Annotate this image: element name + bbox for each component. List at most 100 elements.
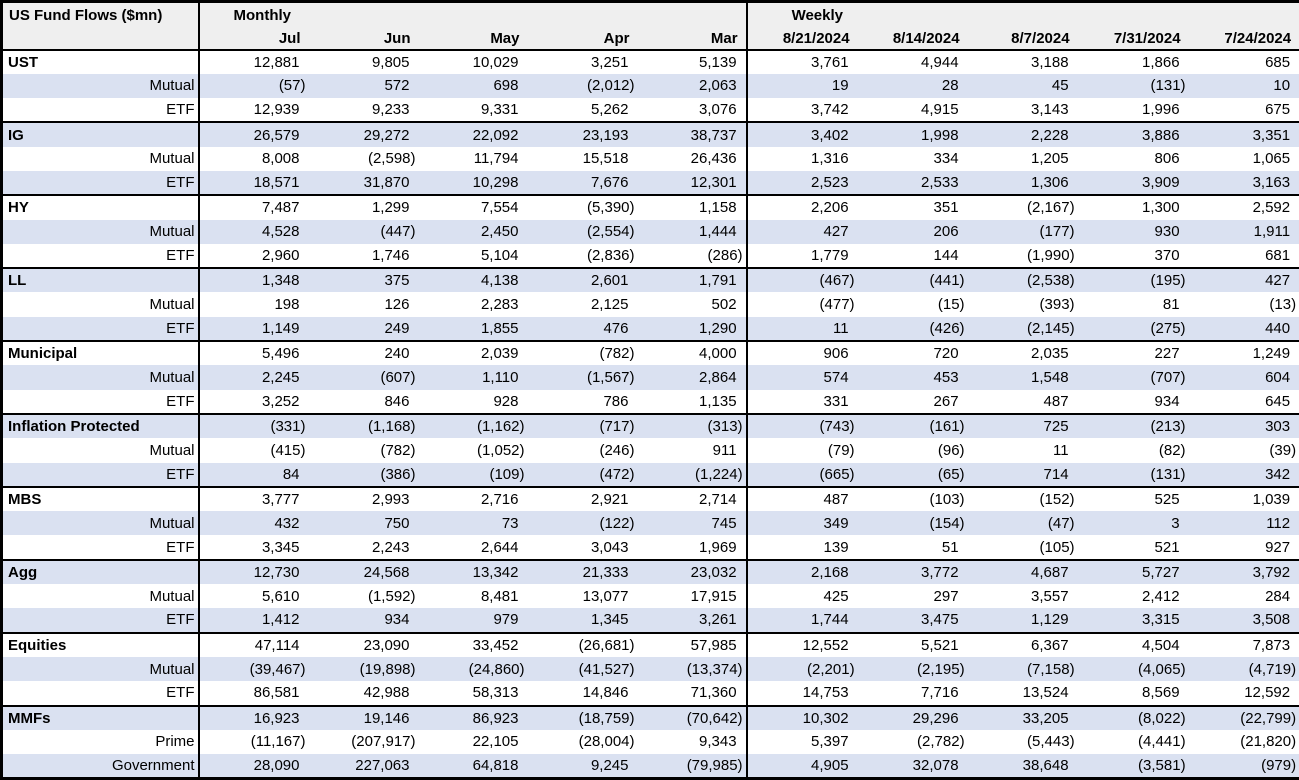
category-label: IG [2,122,199,146]
sub-row-label: Mutual [2,657,199,681]
value-cell: 10 [1189,74,1299,98]
value-cell: 3,315 [1078,608,1189,632]
value-cell: 23,193 [528,122,638,146]
value-cell: 1,300 [1078,195,1189,219]
value-cell: 3,772 [858,560,968,584]
value-cell: 10,298 [419,171,528,195]
value-cell: 1,129 [968,608,1078,632]
value-cell: 487 [747,487,858,511]
value-cell: (743) [747,414,858,438]
value-cell: (96) [858,438,968,462]
value-cell: 3,777 [199,487,309,511]
value-cell: 645 [1189,390,1299,414]
value-cell: (1,052) [419,438,528,462]
value-cell: 57,985 [638,633,747,657]
table-row: Mutual(39,467)(19,898)(24,860)(41,527)(1… [2,657,1299,681]
value-cell: 911 [638,438,747,462]
value-cell: 2,601 [528,268,638,292]
value-cell: 720 [858,341,968,365]
sub-row-label: Mutual [2,511,199,535]
value-cell: 2,245 [199,365,309,389]
value-cell: 26,579 [199,122,309,146]
table-title: US Fund Flows ($mn) [2,2,199,50]
value-cell: 240 [309,341,419,365]
value-cell: 1,110 [419,365,528,389]
value-cell: 1,290 [638,317,747,341]
value-cell: 2,125 [528,292,638,316]
value-cell: 714 [968,463,1078,487]
value-cell: 33,452 [419,633,528,657]
value-cell: 28,090 [199,754,309,778]
value-cell: 126 [309,292,419,316]
value-cell: 2,168 [747,560,858,584]
value-cell: 297 [858,584,968,608]
value-cell: (213) [1078,414,1189,438]
value-cell: 3,557 [968,584,1078,608]
value-cell: 2,206 [747,195,858,219]
value-cell: 86,923 [419,706,528,730]
category-label: Inflation Protected [2,414,199,438]
value-cell: (41,527) [528,657,638,681]
value-cell: 7,554 [419,195,528,219]
value-cell: (1,162) [419,414,528,438]
value-cell: 1,316 [747,147,858,171]
value-cell: (2,538) [968,268,1078,292]
value-cell: 5,139 [638,50,747,74]
value-cell: 12,730 [199,560,309,584]
value-cell: 4,905 [747,754,858,778]
sub-row-label: Mutual [2,147,199,171]
value-cell: (1,592) [309,584,419,608]
value-cell: 1,744 [747,608,858,632]
value-cell: (447) [309,220,419,244]
value-cell: 3,345 [199,535,309,559]
sub-row-label: ETF [2,317,199,341]
value-cell: 927 [1189,535,1299,559]
value-cell: 84 [199,463,309,487]
sub-row-label: Mutual [2,438,199,462]
value-cell: (22,799) [1189,706,1299,730]
value-cell: 58,313 [419,681,528,705]
value-cell: 33,205 [968,706,1078,730]
value-cell: 4,528 [199,220,309,244]
value-cell: 1,548 [968,365,1078,389]
value-cell: (2,598) [309,147,419,171]
value-cell: 144 [858,244,968,268]
value-cell: 2,714 [638,487,747,511]
value-cell: 6,367 [968,633,1078,657]
value-cell: (19,898) [309,657,419,681]
value-cell: (47) [968,511,1078,535]
column-header: Mar [638,28,747,50]
value-cell: 23,090 [309,633,419,657]
sub-row-label: Mutual [2,74,199,98]
value-cell: 846 [309,390,419,414]
value-cell: 1,996 [1078,98,1189,122]
value-cell: (2,145) [968,317,1078,341]
value-cell: 29,296 [858,706,968,730]
value-cell: 1,866 [1078,50,1189,74]
value-cell: 1,746 [309,244,419,268]
value-cell: 3,508 [1189,608,1299,632]
value-cell: 112 [1189,511,1299,535]
value-cell: 47,114 [199,633,309,657]
value-cell: 2,035 [968,341,1078,365]
value-cell: 2,960 [199,244,309,268]
value-cell: 86,581 [199,681,309,705]
value-cell: 487 [968,390,1078,414]
value-cell: (82) [1078,438,1189,462]
value-cell: 725 [968,414,1078,438]
value-cell: 3,188 [968,50,1078,74]
value-cell: 432 [199,511,309,535]
value-cell: (331) [199,414,309,438]
value-cell: 3,792 [1189,560,1299,584]
